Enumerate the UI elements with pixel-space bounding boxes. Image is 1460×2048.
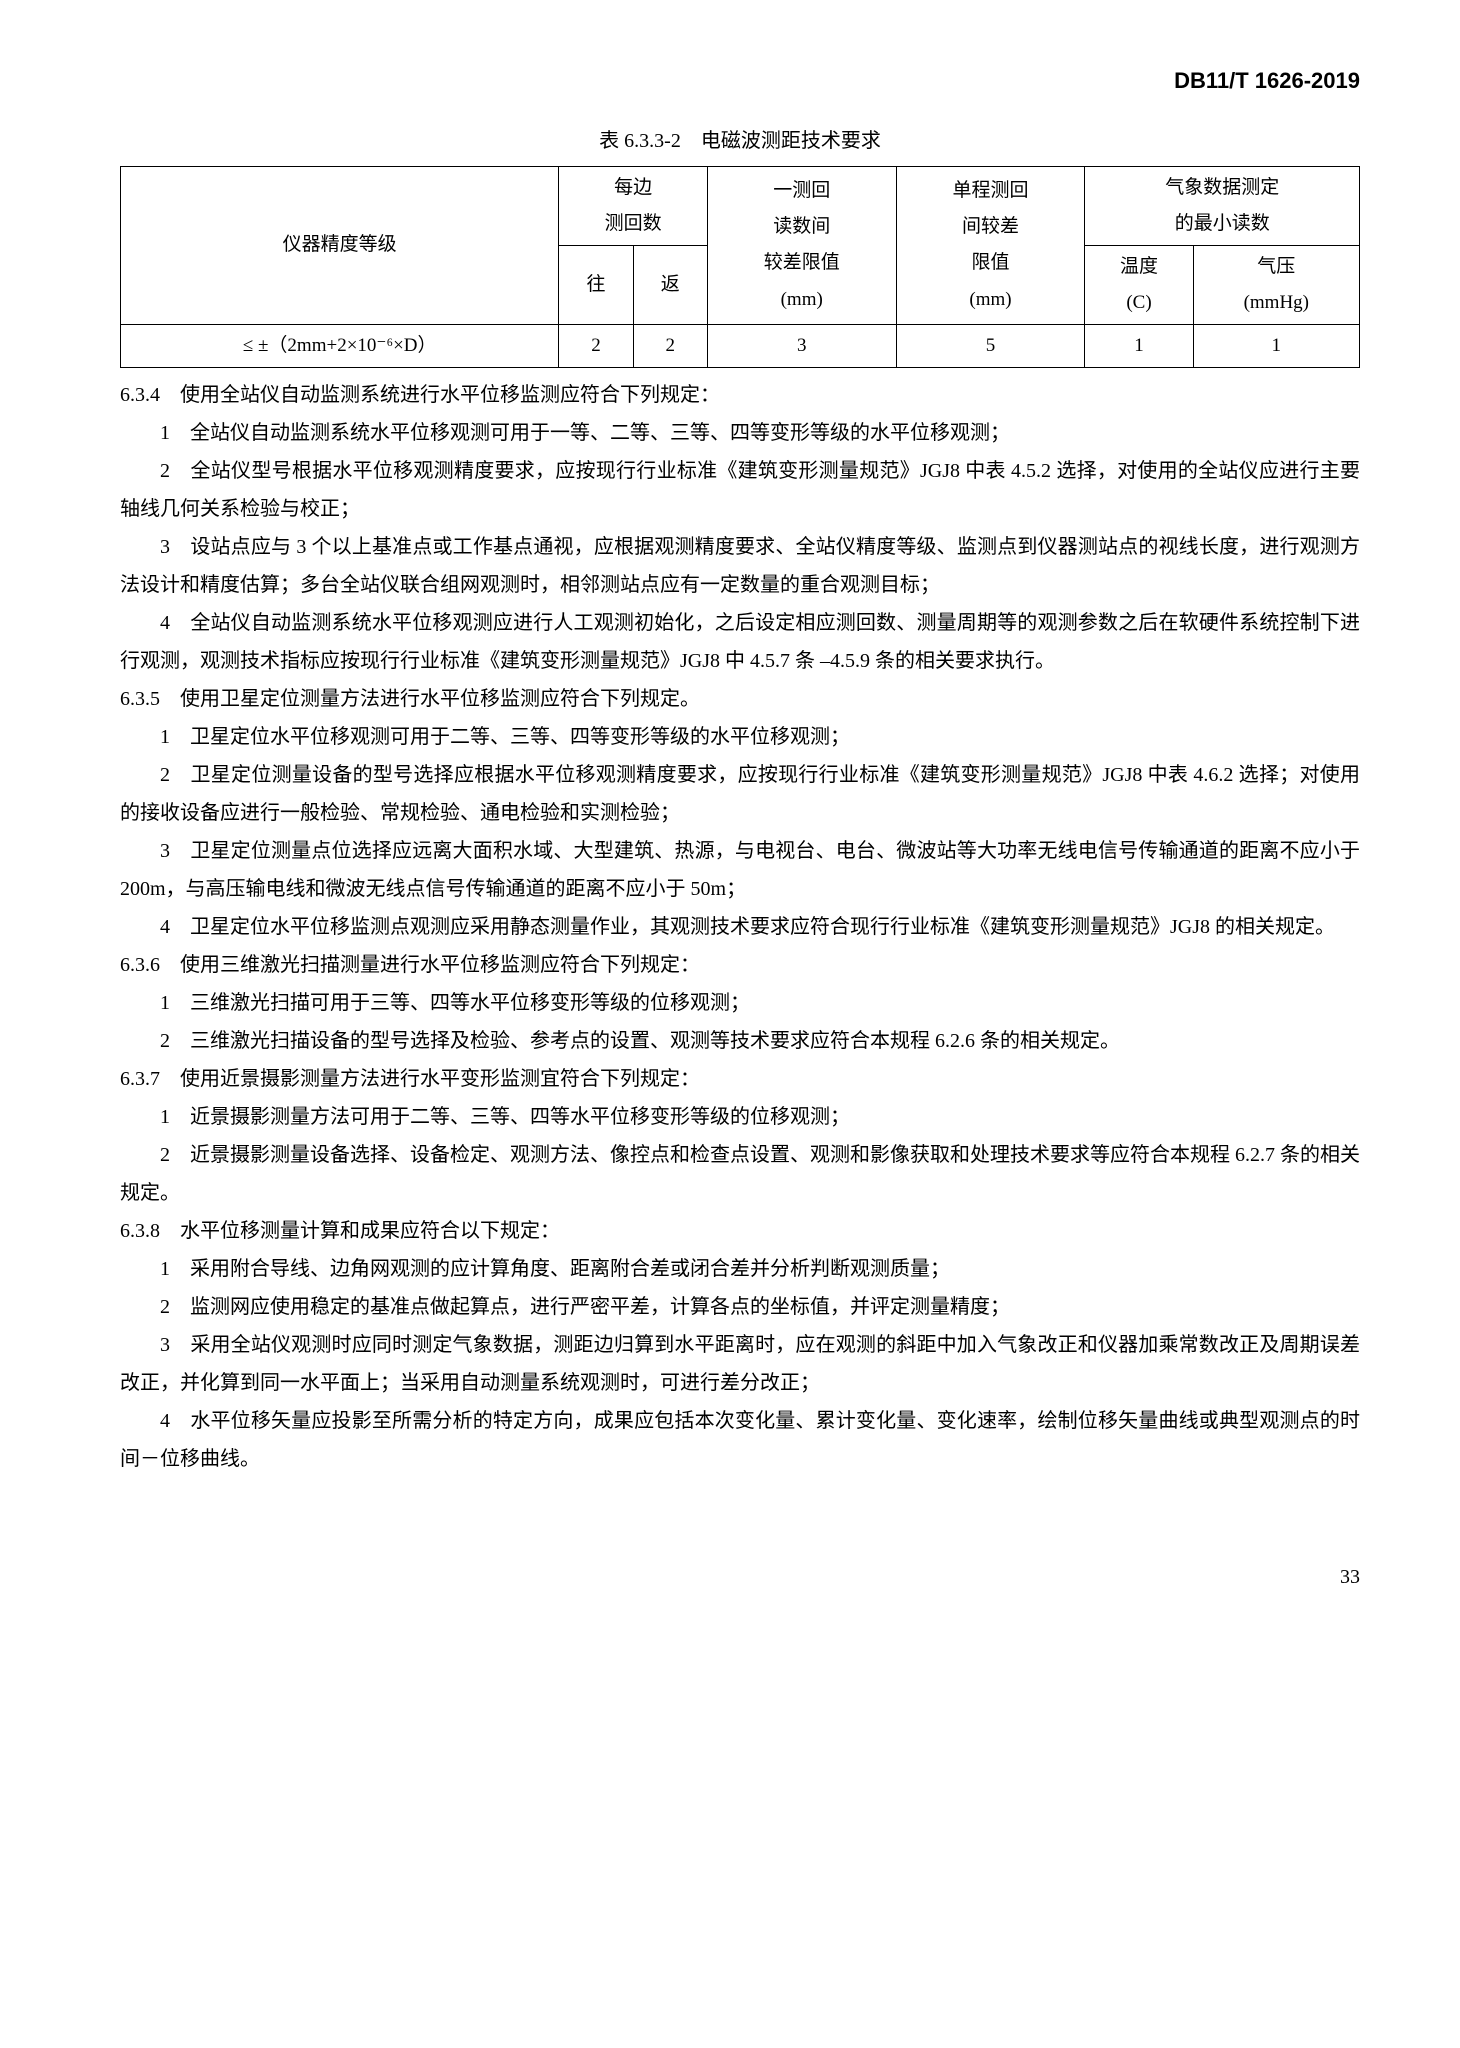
th-temp: 温度 (C)	[1085, 245, 1193, 324]
cell: ≤ ±（2mm+2×10⁻⁶×D）	[121, 325, 559, 368]
para: 2 全站仪型号根据水平位移观测精度要求，应按现行行业标准《建筑变形测量规范》JG…	[120, 452, 1360, 528]
cell: 3	[707, 325, 896, 368]
table-row: ≤ ±（2mm+2×10⁻⁶×D） 2 2 3 5 1 1	[121, 325, 1360, 368]
th-instrument: 仪器精度等级	[121, 166, 559, 324]
para: 1 卫星定位水平位移观测可用于二等、三等、四等变形等级的水平位移观测；	[120, 718, 1360, 756]
cell: 1	[1193, 325, 1359, 368]
para: 1 三维激光扫描可用于三等、四等水平位移变形等级的位移观测；	[120, 984, 1360, 1022]
th-oneway-diff: 单程测回 间较差 限值 (mm)	[896, 166, 1085, 324]
cell: 1	[1085, 325, 1193, 368]
cell: 5	[896, 325, 1085, 368]
cell: 2	[633, 325, 707, 368]
para: 2 近景摄影测量设备选择、设备检定、观测方法、像控点和检查点设置、观测和影像获取…	[120, 1136, 1360, 1212]
para: 1 近景摄影测量方法可用于二等、三等、四等水平位移变形等级的位移观测；	[120, 1098, 1360, 1136]
th-forward: 往	[559, 245, 633, 324]
th-rounds: 每边测回数	[559, 166, 707, 245]
page-number: 33	[120, 1558, 1360, 1596]
para: 4 卫星定位水平位移监测点观测应采用静态测量作业，其观测技术要求应符合现行行业标…	[120, 908, 1360, 946]
th-read-diff: 一测回 读数间 较差限值 (mm)	[707, 166, 896, 324]
th-weather: 气象数据测定 的最小读数	[1085, 166, 1360, 245]
para: 2 卫星定位测量设备的型号选择应根据水平位移观测精度要求，应按现行行业标准《建筑…	[120, 756, 1360, 832]
para: 4 全站仪自动监测系统水平位移观测应进行人工观测初始化，之后设定相应测回数、测量…	[120, 604, 1360, 680]
para: 3 卫星定位测量点位选择应远离大面积水域、大型建筑、热源，与电视台、电台、微波站…	[120, 832, 1360, 908]
para: 6.3.6 使用三维激光扫描测量进行水平位移监测应符合下列规定：	[120, 946, 1360, 984]
spec-table: 仪器精度等级 每边测回数 一测回 读数间 较差限值 (mm) 单程测回 间较差 …	[120, 166, 1360, 368]
th-back: 返	[633, 245, 707, 324]
table-caption: 表 6.3.3-2 电磁波测距技术要求	[120, 122, 1360, 160]
cell: 2	[559, 325, 633, 368]
para: 6.3.4 使用全站仪自动监测系统进行水平位移监测应符合下列规定：	[120, 376, 1360, 414]
para: 2 三维激光扫描设备的型号选择及检验、参考点的设置、观测等技术要求应符合本规程 …	[120, 1022, 1360, 1060]
para: 6.3.8 水平位移测量计算和成果应符合以下规定：	[120, 1212, 1360, 1250]
para: 2 监测网应使用稳定的基准点做起算点，进行严密平差，计算各点的坐标值，并评定测量…	[120, 1288, 1360, 1326]
para: 6.3.5 使用卫星定位测量方法进行水平位移监测应符合下列规定。	[120, 680, 1360, 718]
doc-code: DB11/T 1626-2019	[120, 60, 1360, 102]
para: 3 设站点应与 3 个以上基准点或工作基点通视，应根据观测精度要求、全站仪精度等…	[120, 528, 1360, 604]
para: 1 全站仪自动监测系统水平位移观测可用于一等、二等、三等、四等变形等级的水平位移…	[120, 414, 1360, 452]
para: 4 水平位移矢量应投影至所需分析的特定方向，成果应包括本次变化量、累计变化量、变…	[120, 1402, 1360, 1478]
body-text: 6.3.4 使用全站仪自动监测系统进行水平位移监测应符合下列规定： 1 全站仪自…	[120, 376, 1360, 1478]
para: 1 采用附合导线、边角网观测的应计算角度、距离附合差或闭合差并分析判断观测质量；	[120, 1250, 1360, 1288]
para: 6.3.7 使用近景摄影测量方法进行水平变形监测宜符合下列规定：	[120, 1060, 1360, 1098]
th-pressure: 气压 (mmHg)	[1193, 245, 1359, 324]
para: 3 采用全站仪观测时应同时测定气象数据，测距边归算到水平距离时，应在观测的斜距中…	[120, 1326, 1360, 1402]
